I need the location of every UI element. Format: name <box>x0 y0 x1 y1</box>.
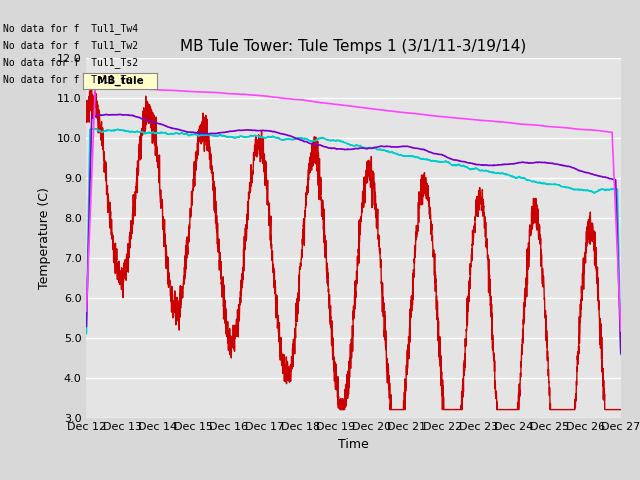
Text: No data for f  Tul1_Ts: No data for f Tul1_Ts <box>3 73 132 84</box>
Text: MB_tule: MB_tule <box>97 76 143 86</box>
Title: MB Tule Tower: Tule Temps 1 (3/1/11-3/19/14): MB Tule Tower: Tule Temps 1 (3/1/11-3/19… <box>180 39 527 54</box>
Legend: Tul1_Tw+10cm, Tul1_Ts-8cm, Tul1_Ts-16cm, Tul1_Ts-32cm: Tul1_Tw+10cm, Tul1_Ts-8cm, Tul1_Ts-16cm,… <box>119 479 588 480</box>
X-axis label: Time: Time <box>338 438 369 451</box>
Y-axis label: Temperature (C): Temperature (C) <box>38 187 51 288</box>
Text: No data for f  Tul1_Tw2: No data for f Tul1_Tw2 <box>3 40 138 51</box>
Text: No data for f  Tul1_Tw4: No data for f Tul1_Tw4 <box>3 23 138 34</box>
Text: No data for f  Tul1_Ts2: No data for f Tul1_Ts2 <box>3 57 138 68</box>
